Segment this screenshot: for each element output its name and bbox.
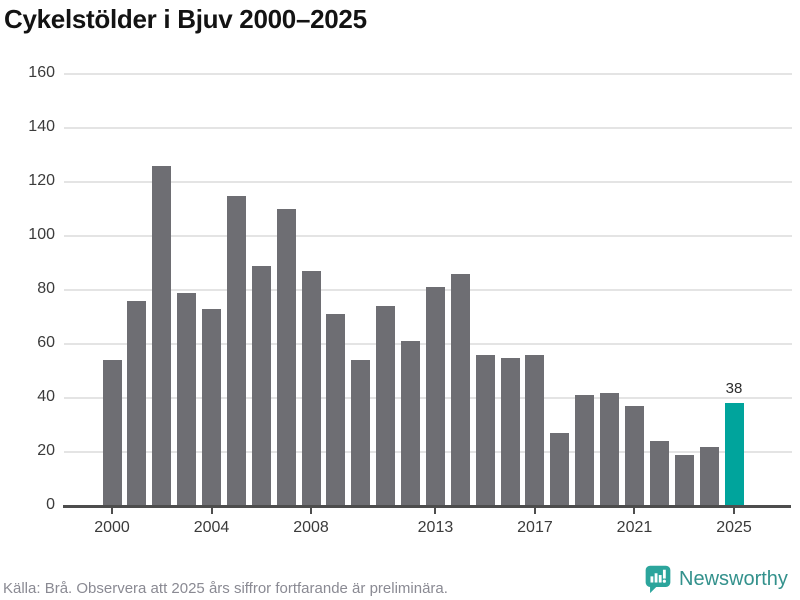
bar-2015: [475, 354, 495, 506]
bar-2010: [351, 360, 371, 506]
y-axis-label-20: 20: [37, 442, 55, 459]
x-tickmark-2025: [733, 507, 735, 514]
bar-2013: [425, 287, 445, 506]
bar-2006: [251, 265, 271, 506]
bar-2002: [152, 165, 172, 506]
bar-2025: [724, 403, 744, 506]
newsworthy-logo: Newsworthy: [643, 563, 797, 595]
bar-2001: [127, 300, 147, 506]
bar-2022: [649, 441, 669, 506]
bar-2023: [674, 454, 694, 506]
bar-2024: [699, 446, 719, 506]
y-axis-label-160: 160: [28, 64, 55, 81]
bar-2017: [525, 354, 545, 506]
x-tickmark-2000: [111, 507, 113, 514]
bar-2004: [202, 308, 222, 506]
x-axis-label-2008: 2008: [293, 519, 329, 536]
plot-area: 0 20 40 60 80 100 120 140 160 2000 2004 2008 2013 201…: [28, 64, 792, 536]
bar-2014: [450, 273, 470, 506]
bar-2008: [301, 271, 321, 506]
x-tickmark-2013: [434, 507, 437, 514]
y-axis-label-60: 60: [37, 334, 55, 351]
x-tickmark-2004: [210, 507, 213, 514]
source-note: Källa: Brå. Observera att 2025 års siffr…: [3, 580, 448, 597]
x-axis-line: [63, 505, 791, 508]
newsworthy-wordmark: Newsworthy: [679, 567, 788, 590]
bar-2000: [102, 360, 122, 506]
x-axis-label-2000: 2000: [94, 519, 130, 536]
x-tickmark-2008: [310, 507, 313, 514]
x-tickmark-2021: [633, 507, 636, 514]
x-axis-label-2013: 2013: [417, 519, 454, 536]
y-axis-label-120: 120: [28, 172, 55, 189]
x-tickmark-2017: [533, 507, 536, 514]
highlight-value-label: 38: [725, 380, 743, 398]
x-axis-label-2017: 2017: [517, 519, 553, 536]
bar-2007: [276, 209, 296, 506]
y-axis-label-40: 40: [37, 388, 55, 405]
gridline-100: [64, 235, 792, 237]
bar-2005: [226, 195, 246, 506]
chart-title: Cykelstölder i Bjuv 2000–2025: [4, 4, 367, 34]
gridline-140: [64, 127, 792, 129]
bar-2020: [600, 392, 620, 506]
bar-2019: [575, 395, 595, 506]
gridline-160: [64, 73, 792, 75]
x-axis-label-2004: 2004: [193, 519, 230, 536]
y-axis-label-0: 0: [46, 496, 55, 513]
bar-2016: [500, 357, 520, 506]
y-axis-label-140: 140: [28, 118, 55, 135]
bar-2011: [376, 306, 396, 506]
bar-2018: [550, 433, 570, 506]
bar-2009: [326, 314, 346, 506]
newsworthy-speech-bubble-barchart-icon: [643, 563, 673, 595]
x-axis-label-2021: 2021: [616, 519, 653, 536]
y-axis-label-80: 80: [37, 280, 55, 297]
bar-2021: [624, 406, 644, 506]
x-axis-label-2025: 2025: [716, 519, 752, 536]
bar-2003: [177, 292, 197, 506]
gridline-120: [64, 181, 792, 183]
y-axis-label-100: 100: [28, 226, 55, 243]
bar-2012: [401, 341, 421, 506]
